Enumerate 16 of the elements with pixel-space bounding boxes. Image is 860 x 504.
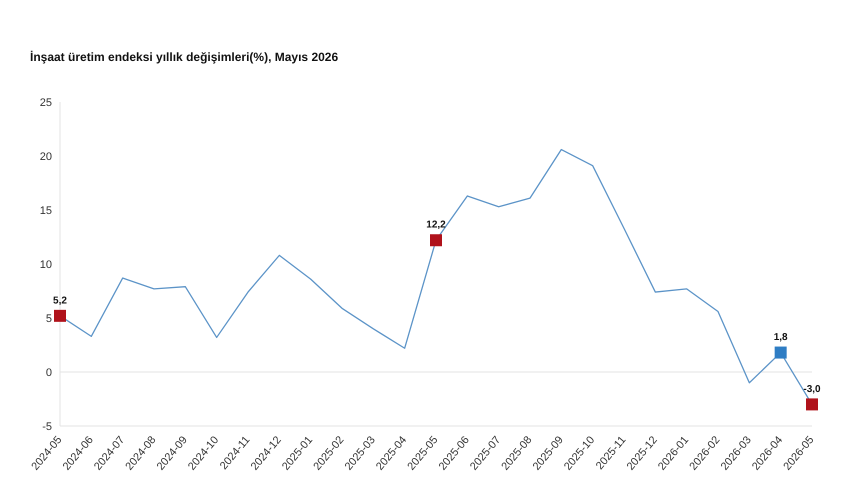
y-tick-label: -5 — [42, 420, 52, 433]
point — [774, 346, 787, 359]
point — [430, 234, 442, 246]
chart-title: İnşaat üretim endeksi yıllık değişimleri(%), Mayıs 2026 — [30, 50, 338, 64]
point — [806, 398, 818, 410]
y-tick-label: 20 — [40, 150, 52, 163]
data-label: -3,0 — [803, 384, 822, 395]
y-tick-label: 0 — [46, 366, 52, 379]
y-tick-label: 25 — [40, 96, 52, 109]
data-label: 12,2 — [426, 220, 446, 231]
data-label: 1,8 — [774, 332, 788, 344]
data-label: 5,2 — [53, 295, 68, 306]
y-tick-label: 10 — [40, 258, 52, 271]
y-tick-label: 15 — [40, 204, 52, 217]
y-tick-label: 5 — [46, 312, 52, 325]
point — [54, 310, 66, 322]
